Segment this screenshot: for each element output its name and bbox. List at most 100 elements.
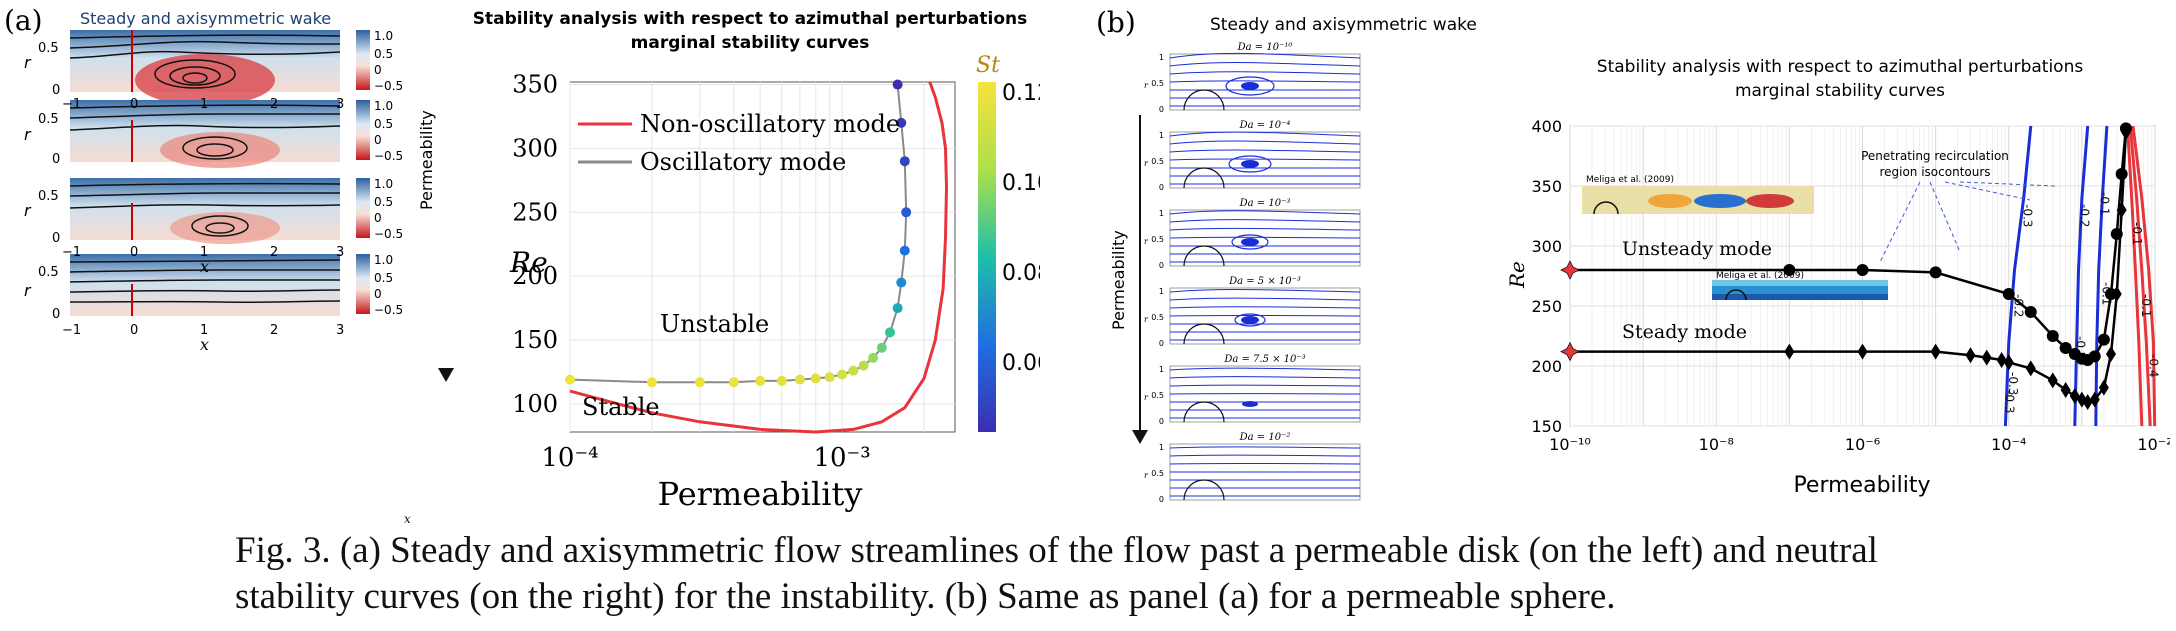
sphere-subplot: Da = 10⁻⁴ 1 0.5 0 r [1144, 120, 1361, 192]
series-non-oscillatory [569, 81, 949, 434]
x-tick: 2 [270, 323, 278, 338]
isocontour-line [2073, 125, 2090, 427]
cbar-tick: 1.0 [374, 253, 393, 267]
sphere-axis-r: r [1144, 237, 1149, 246]
x-tick: 3 [336, 245, 344, 260]
sphere-subplot-title: Da = 10⁻³ [1239, 198, 1291, 209]
sphere-outline [1183, 323, 1225, 345]
sphere-axis-r: r [1144, 81, 1149, 90]
oscillatory-point [892, 79, 903, 90]
cbar-tick: −0.5 [374, 149, 403, 163]
chart-a-title-2: marginal stability curves [631, 33, 870, 53]
unsteady-mode-point [1856, 264, 1869, 276]
sphere-r-tick: 0 [1159, 339, 1164, 348]
sphere-r-tick: 0.5 [1151, 313, 1164, 322]
sphere-r-tick: 1 [1159, 209, 1164, 218]
recirculation-loop [1228, 155, 1272, 173]
x-tick: 0 [130, 245, 138, 260]
streamline [1169, 158, 1361, 161]
streamline [1169, 306, 1361, 309]
sphere-outline [1183, 245, 1225, 267]
isocontour-label: -0.2 [2078, 204, 2092, 227]
isocontour-label: -0.1 [2130, 222, 2144, 245]
recirculation-loop [1234, 313, 1266, 327]
cbar-tick: 0.5 [374, 195, 393, 209]
axis-x-1: x [200, 257, 209, 276]
meliga-inset-1: Meliga et al. (2009) [1582, 175, 1814, 215]
steady-mode-point [2060, 382, 2071, 398]
sphere-subplot: Da = 10⁻² 1 0.5 0 r [1144, 432, 1361, 504]
wake-x-ticks: −1 0 1 2 3 −1 0 1 2 3 −1 0 1 2 3 [62, 97, 344, 338]
x-tick: 2 [270, 245, 278, 260]
panel-a-wake: (a) Steady and axisymmetric wake [4, 4, 436, 354]
wake-subplot-2 [69, 100, 341, 168]
cbar-tick: −0.5 [374, 79, 403, 93]
streamline [1169, 71, 1361, 75]
axis-r-4: r [24, 281, 32, 300]
oscillatory-point [896, 117, 907, 128]
streamline [1169, 62, 1361, 67]
chart-a-title-1: Stability analysis with respect to azimu… [473, 9, 1027, 29]
steady-mode-point [2069, 388, 2080, 404]
unsteady-mode-point [1783, 264, 1796, 276]
steady-mode-point [2047, 372, 2058, 389]
x-tick: 1 [200, 245, 208, 260]
y-tick-label: 100 [512, 390, 558, 418]
cbar-tick: −0.5 [374, 303, 403, 317]
caption-line-1: Fig. 3. (a) Steady and axisymmetric flow… [235, 530, 1878, 571]
meliga-label-1: Meliga et al. (2009) [1586, 175, 1674, 185]
x-tick: 2 [270, 97, 278, 112]
oscillatory-point [837, 369, 848, 380]
streamline [1169, 236, 1361, 239]
oscillatory-point [899, 156, 910, 167]
figure-caption: Fig. 3. (a) Steady and axisymmetric flow… [235, 528, 2115, 620]
sphere-axis-r: r [1144, 159, 1149, 168]
sphere-subplot: Da = 7.5 × 10⁻³ 1 0.5 0 r [1144, 354, 1361, 426]
steady-mode-point [1784, 343, 1795, 360]
x-tick: 3 [336, 323, 344, 338]
permeability-label-a: Permeability [417, 110, 436, 210]
steady-mode-point [2116, 202, 2127, 218]
chart-b-xlabel: Permeability [1793, 473, 1930, 498]
x-tick: −1 [62, 245, 81, 260]
legend-oscillatory: Oscillatory mode [640, 148, 846, 176]
sphere-r-tick: 1 [1159, 443, 1164, 452]
unsteady-mode-point [2024, 306, 2037, 318]
panel-b-wake-title: Steady and axisymmetric wake [1210, 15, 1477, 35]
sphere-subplot-title: Da = 7.5 × 10⁻³ [1223, 354, 1305, 365]
oscillatory-point [755, 375, 766, 386]
r-tick: 0.5 [38, 265, 59, 280]
steady-mode-point [2025, 360, 2036, 377]
sphere-outline [1183, 479, 1225, 501]
sphere-outline [1183, 89, 1225, 111]
sphere-subplot-title: Da = 5 × 10⁻³ [1228, 276, 1301, 287]
r-tick: 0.5 [38, 189, 59, 204]
wake-r-labels: r r r r [24, 53, 32, 300]
streamline [1169, 314, 1361, 317]
chart-b-ylabel: Re [1505, 261, 1529, 289]
recirculation-core [1241, 316, 1259, 324]
st-colorbar [978, 82, 996, 432]
chart-a-unstable-label: Unstable [660, 310, 769, 338]
sphere-subplot: Da = 10⁻³ 1 0.5 0 r [1144, 198, 1361, 270]
chart-b-unsteady-label: Unsteady mode [1622, 238, 1772, 260]
streamline [1169, 462, 1361, 465]
cbar-tick: 0.5 [374, 117, 393, 131]
y-tick-label: 400 [1531, 117, 1562, 136]
chart-b-annotation-2: region isocontours [1879, 165, 1990, 179]
sphere-r-tick: 0 [1159, 417, 1164, 426]
streamline [1169, 80, 1361, 83]
sphere-r-tick: 1 [1159, 365, 1164, 374]
isocontour-label: -0.1 [2098, 192, 2112, 215]
isocontour-line [2131, 125, 2157, 427]
panel-b-wake: (b) Steady and axisymmetric wake - Perme… [1096, 6, 1477, 504]
chart-a-grid [569, 82, 955, 432]
sphere-r-tick: 0.5 [1151, 469, 1164, 478]
panel-a-arrowhead [438, 368, 454, 382]
y-tick-label: 250 [1531, 297, 1562, 316]
cbar-tick: 0 [374, 63, 382, 77]
panel-a-label: (a) [4, 4, 43, 37]
cbar-tick: 0.5 [374, 271, 393, 285]
chart-b-ticks: 150 200 250 300 350 400 10⁻¹⁰ 10⁻⁸ 10⁻⁶ 10⁻⁴ 10⁻² [1531, 117, 2170, 454]
oscillatory-point [868, 352, 879, 363]
